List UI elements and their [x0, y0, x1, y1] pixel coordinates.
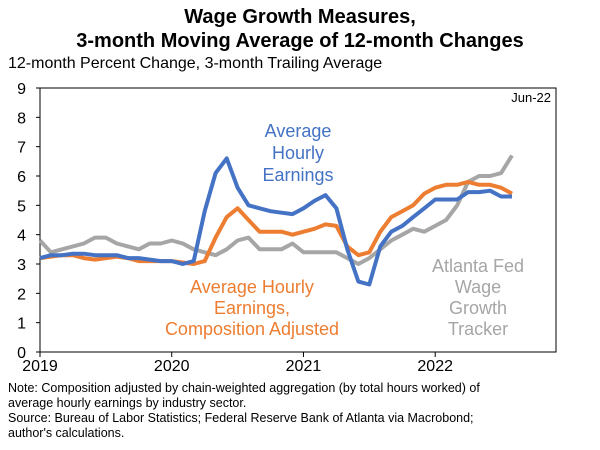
chart-title-line2: 3-month Moving Average of 12-month Chang… — [76, 30, 524, 52]
plot-frame — [39, 87, 557, 353]
series-label-average-hourly-earnings-composition-adjusted-line-2: Earnings, — [214, 298, 290, 318]
series-line-atlanta-fed-wage-growth-tracker — [38, 154, 514, 266]
note-line-2: average hourly earnings by industry sect… — [8, 396, 247, 410]
series-label-atlanta-fed-wage-growth-tracker-line-3: Growth — [449, 298, 507, 318]
series-label-average-hourly-earnings-composition-adjusted-line-1: Average Hourly — [190, 277, 314, 297]
series-label-average-hourly-earnings-line-2: Hourly — [272, 143, 324, 163]
x-tick-label-2022: 2022 — [417, 358, 453, 375]
y-tick-label-7: 7 — [17, 140, 26, 157]
y-tick-label-3: 3 — [17, 257, 26, 274]
chart-notes: Note: Composition adjusted by chain-weig… — [8, 381, 593, 441]
y-axis-label: 12-month Percent Change, 3-month Trailin… — [8, 55, 383, 72]
y-tick-label-8: 8 — [17, 110, 26, 127]
y-tick-label-6: 6 — [17, 169, 26, 186]
y-tick-label-4: 4 — [17, 228, 26, 245]
source-line-1: Source: Bureau of Labor Statistics; Fede… — [8, 411, 474, 425]
series-label-average-hourly-earnings-line-1: Average — [265, 121, 332, 141]
chart-title-line1: Wage Growth Measures, — [184, 6, 416, 28]
series-label-atlanta-fed-wage-growth-tracker-line-4: Tracker — [448, 319, 508, 339]
as-of-date-label: Jun-22 — [511, 90, 551, 105]
note-line-1: Note: Composition adjusted by chain-weig… — [8, 381, 480, 395]
y-tick-label-5: 5 — [17, 198, 26, 215]
series-label-average-hourly-earnings-composition-adjusted-line-3: Composition Adjusted — [165, 319, 339, 339]
source-line-2: author's calculations. — [8, 426, 125, 440]
y-tick-label-1: 1 — [17, 316, 26, 333]
series-label-atlanta-fed-wage-growth-tracker-line-1: Atlanta Fed — [432, 256, 524, 276]
series-label-atlanta-fed-wage-growth-tracker-line-2: Wage — [455, 277, 501, 297]
x-tick-label-2021: 2021 — [286, 358, 322, 375]
x-tick-label-2020: 2020 — [154, 358, 190, 375]
y-tick-label-9: 9 — [17, 81, 26, 98]
y-tick-label-0: 0 — [17, 345, 26, 362]
y-tick-label-2: 2 — [17, 286, 26, 303]
series-label-average-hourly-earnings-line-3: Earnings — [262, 165, 333, 185]
x-tick-label-2019: 2019 — [22, 358, 58, 375]
series-line-average-hourly-earnings — [39, 156, 512, 287]
